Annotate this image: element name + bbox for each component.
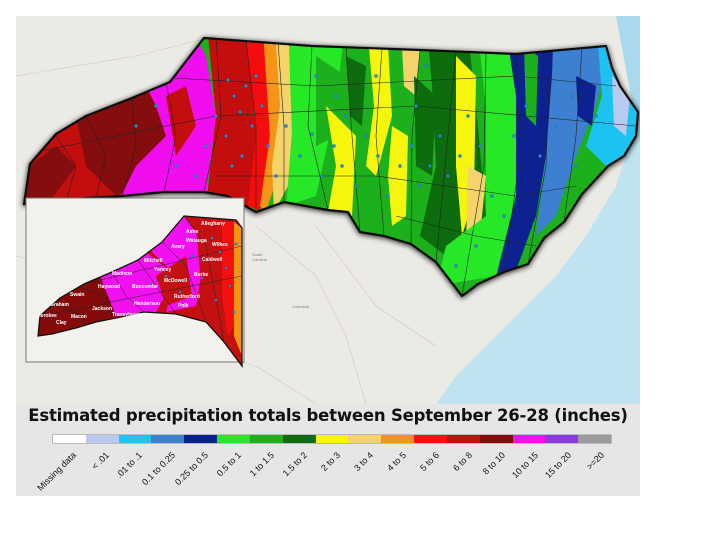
inset-county-label: Cherokee: [34, 313, 57, 319]
inset-county-label: Haywood: [98, 284, 120, 290]
legend-labels: Missing data < .01.01 to .1 0.1 to 0.25 0.2…: [36, 446, 612, 496]
legend-label: 8 to 10: [480, 450, 507, 477]
inset-county-label: Wilkes: [212, 242, 228, 248]
inset-county-label: Polk: [178, 303, 189, 309]
basemap-label-south-carolina: South: [252, 252, 262, 257]
legend-swatch: [85, 435, 119, 443]
legend-color-bar: [52, 434, 612, 444]
legend-swatch: [545, 435, 579, 443]
inset-map: Alleghany Ashe Watauga Wilkes Avery Cald…: [25, 197, 245, 368]
legend-swatch: [381, 435, 415, 443]
legend-swatch: [578, 435, 612, 443]
legend-label: 0.25 to 0.5: [173, 450, 211, 488]
inset-county-labels: Alleghany Ashe Watauga Wilkes Avery Cald…: [34, 221, 228, 326]
inset-county-label: Transylvania: [112, 312, 143, 318]
legend-swatch: [282, 435, 316, 443]
legend-label: 0.5 to 1: [214, 450, 244, 479]
legend-label: < .01: [90, 450, 112, 472]
legend-label: .01 to .1: [114, 450, 145, 481]
inset-county-label: Buncombe: [132, 284, 158, 290]
inset-county-label: Watauga: [186, 238, 207, 244]
inset-county-label: Yancey: [154, 267, 171, 273]
legend-label: 10 to 15: [509, 450, 540, 481]
legend-swatch: [249, 435, 283, 443]
basemap-label-columbia: Columbia: [292, 304, 310, 309]
inset-county-label: Swain: [70, 292, 84, 298]
inset-county-label: Avery: [171, 244, 185, 250]
inset-county-label: Burke: [194, 272, 208, 278]
inset-county-label: Caldwell: [202, 257, 223, 263]
legend-panel: Estimated precipitation totals between S…: [16, 404, 640, 496]
inset-county-label: Macon: [71, 314, 87, 320]
legend-label: 3 to 4: [352, 450, 376, 474]
legend-label: 0.1 to 0.25: [140, 450, 178, 488]
legend-swatch: [446, 435, 480, 443]
legend-label: 6 to 8: [450, 450, 474, 474]
legend-label: 15 to 20: [542, 450, 573, 481]
legend-label: Missing data: [35, 450, 79, 493]
legend-swatch: [315, 435, 349, 443]
legend-swatch: [479, 435, 513, 443]
legend-label: 2 to 3: [319, 450, 343, 474]
precipitation-map[interactable]: South Carolina Columbia: [16, 16, 640, 404]
legend-label: >=20: [583, 450, 606, 472]
inset-county-label: Rutherford: [174, 294, 200, 300]
legend-label: 1.5 to 2: [280, 450, 310, 479]
legend-swatch: [184, 435, 218, 443]
legend-swatch: [118, 435, 152, 443]
legend-swatch: [414, 435, 447, 443]
inset-county-label: Henderson: [134, 301, 160, 307]
legend-swatch: [151, 435, 185, 443]
inset-county-label: McDowell: [164, 278, 188, 284]
inset-county-label: Alleghany: [201, 221, 225, 227]
legend-label: 5 to 6: [417, 450, 441, 474]
inset-county-label: Clay: [56, 320, 67, 326]
inset-county-label: Ashe: [186, 229, 198, 235]
inset-county-label: Jackson: [92, 306, 112, 312]
inset-county-label: Graham: [50, 302, 69, 308]
legend-label: 1 to 1.5: [247, 450, 277, 479]
legend-swatch: [348, 435, 382, 443]
legend-label: 4 to 5: [384, 450, 408, 474]
map-title: Estimated precipitation totals between S…: [28, 406, 628, 425]
legend-swatch: [217, 435, 250, 443]
legend-swatch: [53, 435, 86, 443]
inset-county-label: Madison: [112, 271, 132, 277]
ocean: [436, 16, 640, 404]
inset-gauge-points: [150, 236, 238, 314]
gauge-points: [134, 64, 598, 268]
inset-county-label: Mitchell: [144, 258, 163, 264]
legend-swatch: [512, 435, 546, 443]
county-boundaries: [24, 38, 637, 296]
svg-text:Carolina: Carolina: [252, 257, 268, 262]
